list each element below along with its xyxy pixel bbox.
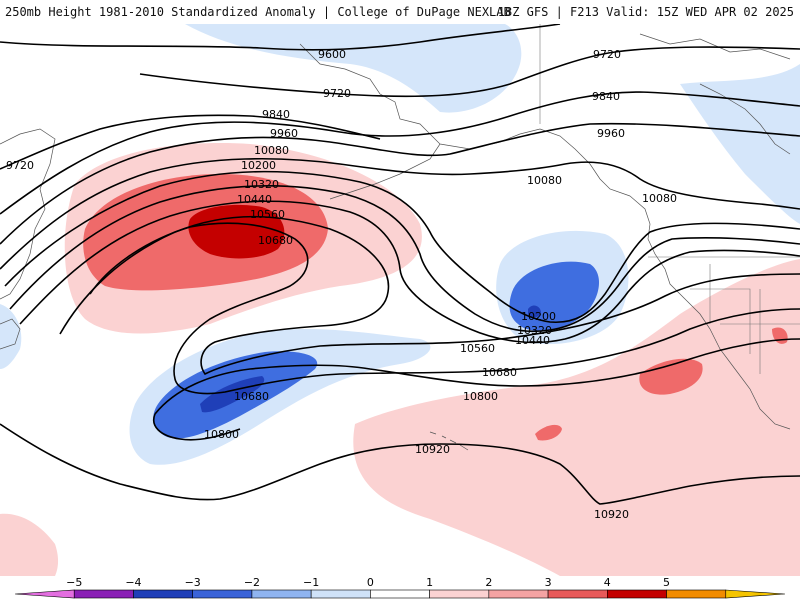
contour-9720-north: [139, 46, 800, 98]
contour-label: 10440: [515, 334, 550, 347]
contour-labels: 9600 9720 9720 9720 9840 9840 9960 9960 …: [6, 48, 677, 521]
contour-label: 10680: [234, 390, 269, 403]
contour-10680: [89, 222, 800, 395]
colorbar-segment: [73, 589, 134, 599]
map-canvas: 9600 9720 9720 9720 9840 9840 9960 9960 …: [0, 24, 800, 576]
anomaly-blue-trough-dark: [528, 305, 541, 318]
colorbar-tick-label: 3: [545, 576, 552, 589]
anomaly-red-ridge-dark: [188, 204, 285, 259]
anomaly-red-southwest: [0, 513, 59, 576]
colorbar-segment: [133, 589, 193, 599]
anomaly-blue-cut-dark: [200, 376, 265, 413]
colorbar-tick-label: −2: [244, 576, 260, 589]
contour-label: 10080: [642, 192, 677, 205]
contour-label: 10800: [463, 390, 498, 403]
contour-label: 9720: [323, 87, 351, 100]
header-bar: 250mb Height 1981-2010 Standardized Anom…: [0, 0, 800, 24]
colorbar-segment: [370, 589, 430, 599]
contour-label: 10080: [254, 144, 289, 157]
contour-9720-west: [0, 114, 381, 170]
colorbar-tick-label: 4: [604, 576, 611, 589]
contour-label: 9600: [318, 48, 346, 61]
contour-label: 9960: [597, 127, 625, 140]
colorbar-segment: [666, 589, 727, 599]
contour-10800: [153, 338, 800, 441]
anomaly-red-east-light: [353, 259, 800, 576]
contour-label: 9840: [592, 90, 620, 103]
map-panel: 9600 9720 9720 9720 9840 9840 9960 9960 …: [0, 24, 800, 576]
contour-label: 10080: [527, 174, 562, 187]
colorbar-segment: [251, 589, 312, 599]
colorbar-tick-label: 5: [663, 576, 670, 589]
contour-9600: [0, 24, 561, 51]
anomaly-red-east-mid1: [639, 358, 703, 395]
colorbar-segment: [429, 589, 490, 599]
colorbar: −5 −4 −3 −2 −1 0 1 2 3 4 5: [0, 576, 800, 600]
colorbar-cap: [14, 589, 75, 599]
colorbar-segment: [547, 589, 608, 599]
contour-label: 10200: [241, 159, 276, 172]
contour-label: 10320: [244, 178, 279, 191]
colorbar-tick-label: −5: [66, 576, 82, 589]
contour-label: 10200: [521, 310, 556, 323]
coast-asia: [0, 128, 56, 350]
colorbar-segment: [310, 589, 371, 599]
anomaly-red-east-mid2: [535, 424, 562, 441]
colorbar-cap: [725, 589, 786, 599]
colorbar-tick-label: −3: [185, 576, 201, 589]
coast-hawaii: [429, 431, 469, 451]
colorbar-tick-label: 1: [426, 576, 433, 589]
colorbar-canvas: −5 −4 −3 −2 −1 0 1 2 3 4 5: [14, 576, 786, 599]
coast-arctic-ne: [639, 33, 791, 155]
contour-9840: [0, 91, 800, 215]
height-contours: [0, 24, 800, 505]
contour-10080: [0, 157, 800, 270]
coastlines: [0, 24, 800, 451]
contour-9960: [0, 122, 800, 245]
colorbar-segment: [192, 589, 253, 599]
coast-canada-west: [629, 195, 791, 430]
colorbar-segment: [488, 589, 549, 599]
anomaly-blue-west: [0, 304, 22, 369]
colorbar-segment: [607, 589, 667, 599]
product-title: 250mb Height 1981-2010 Standardized Anom…: [5, 5, 511, 19]
colorbar-tick-label: −4: [125, 576, 141, 589]
border-us-canada: [539, 24, 800, 374]
contour-label: 10920: [415, 443, 450, 456]
contour-10320: [9, 185, 800, 333]
contour-label: 10320: [517, 324, 552, 337]
valid-time-title: 18Z GFS | F213 Valid: 15Z WED APR 02 202…: [497, 5, 794, 19]
contour-label: 10920: [594, 508, 629, 521]
anomaly-blue-ne: [680, 64, 800, 224]
contour-label: 9840: [262, 108, 290, 121]
contour-label: 9720: [593, 48, 621, 61]
colorbar-tick-label: 2: [485, 576, 492, 589]
colorbar-tick-label: 0: [367, 576, 374, 589]
contour-label: 10560: [460, 342, 495, 355]
contour-label: 9720: [6, 159, 34, 172]
contour-label: 10800: [204, 428, 239, 441]
contour-label: 10440: [237, 193, 272, 206]
contour-10200: [4, 170, 800, 324]
contour-label: 10680: [258, 234, 293, 247]
contour-10560: [59, 215, 800, 376]
colorbar-tick-label: −1: [303, 576, 319, 589]
anomaly-blue-top: [185, 24, 522, 113]
contour-10440: [19, 200, 800, 344]
contour-label: 10560: [250, 208, 285, 221]
contour-10920: [0, 423, 800, 505]
contour-label: 9960: [270, 127, 298, 140]
contour-label: 10680: [482, 366, 517, 379]
